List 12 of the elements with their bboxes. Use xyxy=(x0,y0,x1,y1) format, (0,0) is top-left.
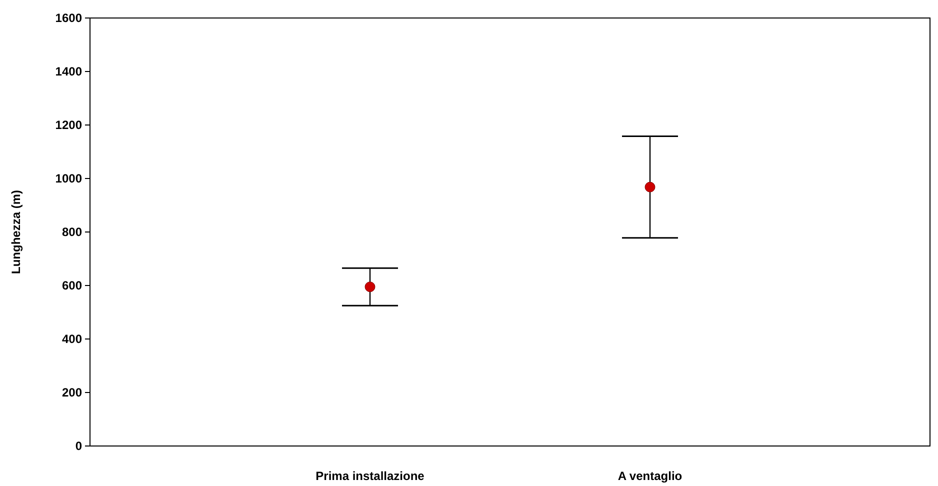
x-tick-label: Prima installazione xyxy=(316,469,425,483)
y-axis-title: Lunghezza (m) xyxy=(9,190,23,274)
y-tick-label: 0 xyxy=(75,439,82,454)
x-tick-label: A ventaglio xyxy=(618,469,682,483)
y-tick-label: 1400 xyxy=(55,64,82,79)
y-tick-label: 1600 xyxy=(55,11,82,26)
y-tick-label: 600 xyxy=(62,278,82,293)
y-tick-label: 400 xyxy=(62,332,82,346)
y-tick-label: 1000 xyxy=(55,172,82,186)
y-tick-label: 1200 xyxy=(55,118,82,132)
y-tick-label: 800 xyxy=(62,225,82,240)
y-tick-label: 200 xyxy=(62,386,82,400)
